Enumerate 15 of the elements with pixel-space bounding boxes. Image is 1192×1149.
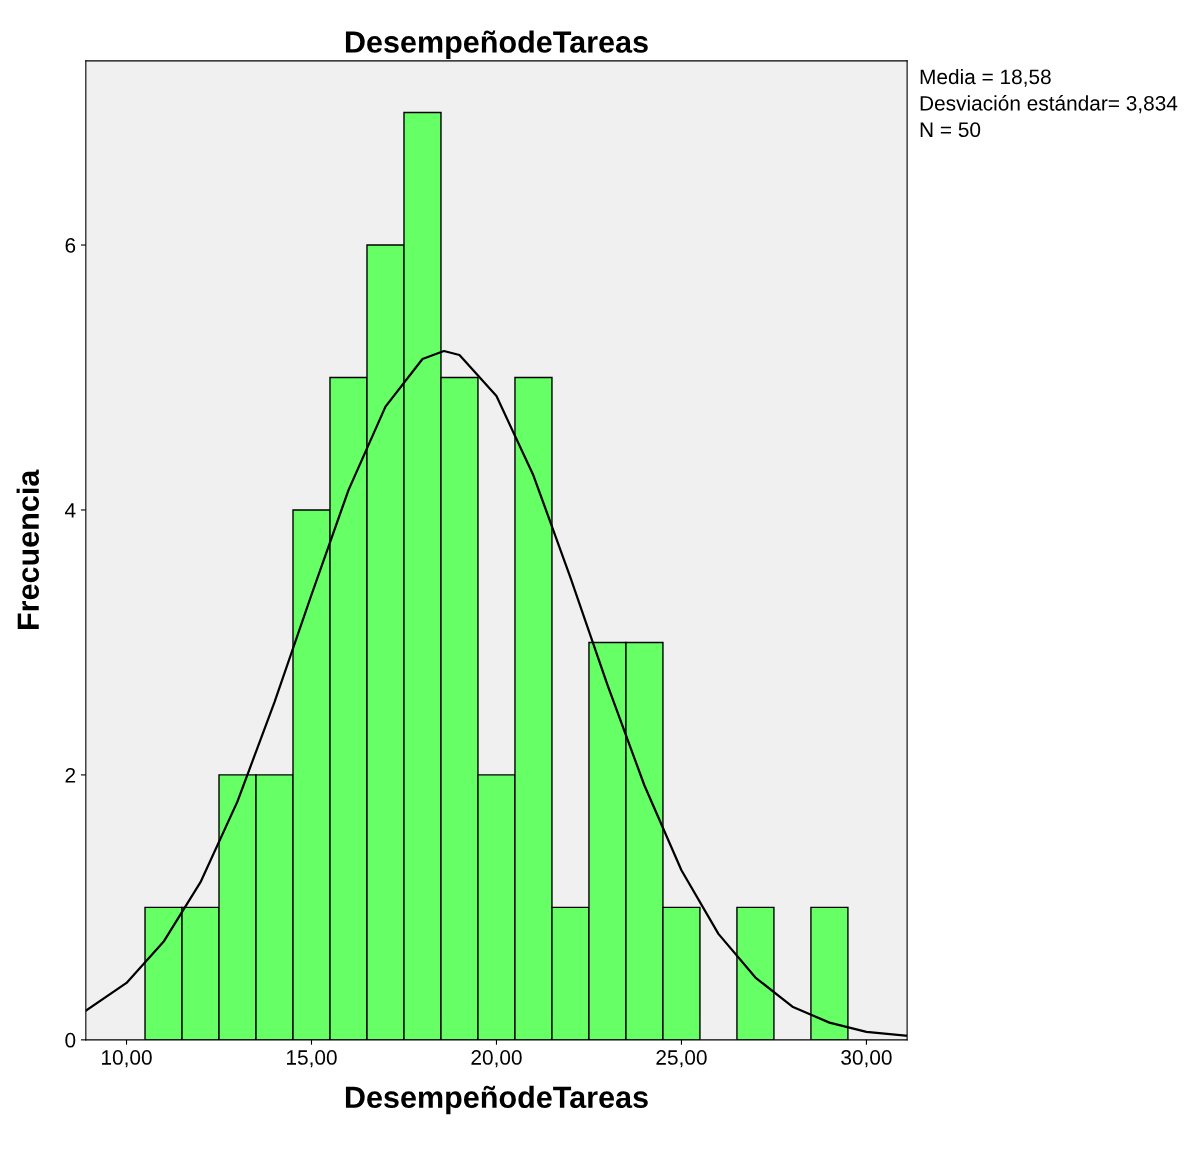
- x-tick-label: 10,00: [102, 1050, 152, 1068]
- text: Media = 18,58: [920, 68, 1051, 87]
- text: N = 50: [920, 122, 981, 138]
- y-tick-label: 4: [65, 503, 76, 518]
- x-tick-label: 20,00: [471, 1050, 522, 1068]
- x-tick-label: 25,00: [656, 1050, 707, 1068]
- text: Desviación estándar= 3,834: [920, 95, 1178, 114]
- y-tick-label: 2: [65, 767, 76, 783]
- x-tick-label: 30,00: [841, 1050, 892, 1068]
- x-axis-title: DesempeñodeTareas: [345, 1085, 648, 1115]
- y-tick-label: 6: [65, 238, 76, 253]
- y-tick-label: 0: [65, 1032, 76, 1048]
- chart-title: DesempeñodeTareas: [345, 30, 648, 59]
- x-tick-label: 15,00: [287, 1050, 337, 1068]
- y-axis-title: Frecuencia: [16, 469, 40, 629]
